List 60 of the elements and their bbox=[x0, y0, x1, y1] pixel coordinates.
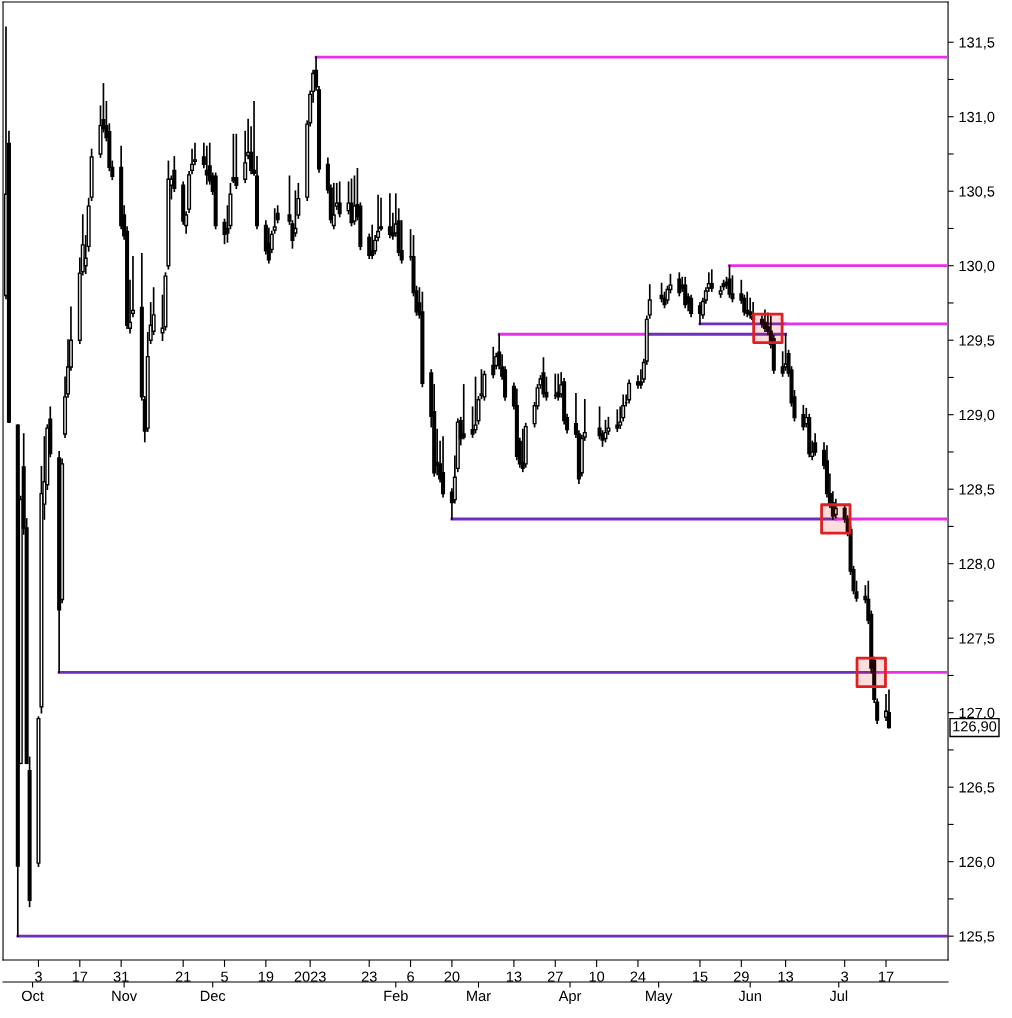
candlestick bbox=[293, 190, 298, 237]
x-tick-label: 17 bbox=[72, 971, 88, 982]
y-tick-label: 128,0 bbox=[959, 558, 995, 571]
candlestick bbox=[886, 689, 891, 729]
candlestick bbox=[523, 422, 528, 468]
y-tick-label: 125,5 bbox=[959, 931, 995, 944]
x2-tick-label: Jun bbox=[738, 990, 761, 1002]
point bbox=[752, 312, 784, 344]
y-tick-label: 126,0 bbox=[959, 856, 995, 869]
x-tick-label: 27 bbox=[547, 971, 563, 982]
x-tick-label: 3 bbox=[34, 971, 42, 982]
x-tick-label: 13 bbox=[778, 971, 794, 982]
x-tick-label: 24 bbox=[630, 971, 646, 982]
y-tick-label: 126,5 bbox=[959, 782, 995, 795]
x-tick-label: 3 bbox=[841, 971, 849, 982]
x2-tick-label: Jul bbox=[829, 990, 848, 1002]
x-tick-label: 5 bbox=[221, 971, 228, 982]
x-tick-label: 19 bbox=[258, 971, 274, 982]
candlestick bbox=[441, 436, 446, 498]
candlestick bbox=[473, 376, 478, 434]
x2-tick-label: Feb bbox=[384, 990, 408, 1002]
x-tick-label: 17 bbox=[879, 971, 894, 982]
y-tick-label: 127,5 bbox=[959, 633, 995, 646]
x-tick-label: 20 bbox=[444, 971, 460, 982]
x-tick-label: 2023 bbox=[294, 971, 326, 982]
y-tick-label: 127,0 bbox=[959, 707, 995, 720]
x-tick-label: 29 bbox=[733, 971, 749, 982]
y-tick-label: 130,0 bbox=[959, 260, 995, 273]
x2-tick-label: Dec bbox=[200, 990, 226, 1002]
y-tick-label: 131,0 bbox=[959, 111, 995, 124]
x-tick-label: 13 bbox=[506, 971, 522, 982]
candlestick bbox=[234, 133, 239, 190]
y-tick-label: 129,0 bbox=[959, 409, 995, 422]
candlestick bbox=[615, 409, 620, 432]
point bbox=[820, 503, 852, 535]
x-tick-label: 23 bbox=[361, 971, 377, 982]
x-tick-label: 15 bbox=[692, 971, 708, 982]
x-tick-label: 10 bbox=[589, 971, 605, 982]
candlestick bbox=[482, 370, 487, 401]
x2-tick-label: May bbox=[646, 990, 673, 1004]
x2-tick-label: Nov bbox=[112, 990, 138, 1002]
x-tick-label: 21 bbox=[175, 971, 191, 982]
x-tick-label: 6 bbox=[407, 971, 414, 982]
candlestick bbox=[479, 369, 484, 400]
candlestick bbox=[387, 193, 392, 239]
text: 126,90 bbox=[953, 721, 997, 734]
candlestick bbox=[813, 433, 818, 456]
candlestick bbox=[337, 181, 342, 218]
x-tick-label: 31 bbox=[113, 971, 129, 982]
x2-tick-label: Mar bbox=[467, 990, 491, 1002]
y-tick-label: 128,5 bbox=[959, 484, 995, 497]
candlestick bbox=[627, 379, 632, 404]
candlestick bbox=[751, 302, 756, 324]
y-tick-label: 130,5 bbox=[959, 186, 995, 199]
point bbox=[855, 656, 887, 689]
x2-tick-label: Oct bbox=[21, 990, 44, 1002]
y-tick-label: 131,5 bbox=[959, 37, 995, 50]
candlestick bbox=[683, 276, 688, 309]
y-tick-label: 129,5 bbox=[959, 335, 995, 348]
x2-tick-label: Apr bbox=[558, 990, 582, 1004]
